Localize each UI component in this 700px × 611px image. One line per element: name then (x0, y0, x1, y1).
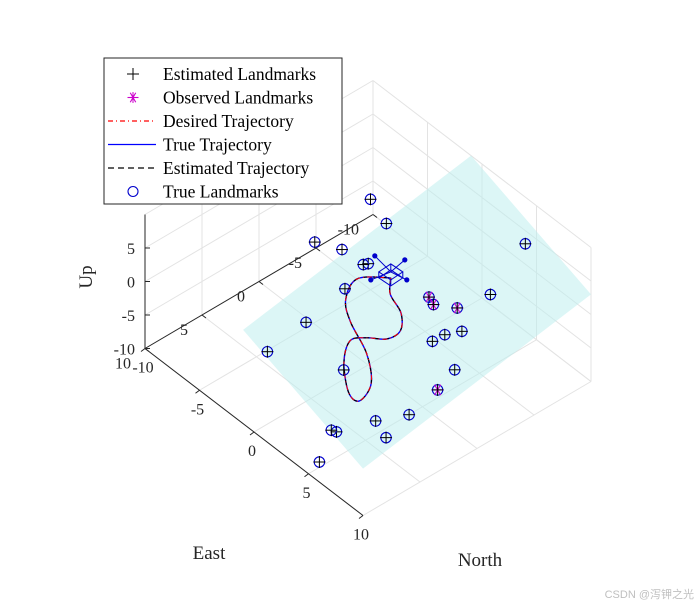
north-tick (195, 389, 200, 394)
gridline (362, 381, 592, 516)
east-tick-label: 10 (115, 356, 131, 373)
quadrotor-rotor (404, 277, 410, 283)
landmark (336, 243, 348, 256)
east-axis-label: East (193, 543, 226, 564)
legend-label: Observed Landmarks (163, 88, 313, 108)
east-tick-label: -5 (289, 255, 302, 272)
landmark (438, 328, 451, 341)
legend-symbol (127, 92, 139, 103)
landmark (484, 288, 497, 301)
east-tick (372, 214, 378, 218)
landmark (403, 408, 416, 421)
north-tick-label: 5 (303, 485, 311, 502)
legend-symbol (127, 68, 139, 80)
plane-surface (243, 155, 591, 469)
landmark (357, 258, 370, 271)
up-tick-label: 5 (127, 241, 135, 258)
legend-symbol (127, 185, 139, 198)
east-tick (201, 314, 207, 319)
landmark (455, 325, 468, 338)
quadrotor-rotor (372, 253, 378, 259)
desired-trajectory (343, 276, 403, 402)
landmark (308, 236, 321, 249)
quadrotor-rotor (368, 277, 374, 283)
landmark (325, 424, 338, 437)
landmark-layer (261, 193, 532, 468)
north-tick (249, 431, 255, 436)
north-tick (140, 348, 146, 352)
legend: Estimated Landmarks Observed Landmarks Des… (103, 57, 343, 205)
watermark: CSDN @泻钾之光 (604, 589, 694, 601)
landmark (451, 301, 464, 314)
trajectory-layer (343, 276, 403, 402)
east-tick-label: 0 (237, 289, 245, 306)
north-tick-label: 0 (248, 443, 256, 460)
legend-label: True Trajectory (163, 135, 272, 155)
up-tick-label: -10 (114, 342, 135, 359)
landmark (300, 316, 313, 329)
landmark (338, 282, 351, 295)
north-tick-label: 10 (353, 527, 369, 544)
east-tick-label: 5 (180, 322, 188, 339)
north-tick-label: -5 (191, 401, 204, 418)
legend-circle (127, 185, 139, 198)
east-tick (315, 247, 321, 252)
east-tick-label: -10 (338, 222, 359, 239)
landmark (448, 363, 461, 376)
landmark (519, 237, 532, 250)
landmark (380, 217, 393, 230)
quadrotor (368, 253, 410, 287)
north-tick-label: -10 (132, 360, 153, 377)
quadrotor-arm (370, 271, 391, 281)
quadrotor-arm (390, 271, 408, 281)
landmark (427, 298, 440, 311)
east-tick (258, 281, 264, 285)
quadrotor-rotor (402, 257, 408, 263)
landmark (380, 431, 393, 444)
legend-box (103, 57, 343, 205)
plane-layer (243, 155, 591, 469)
quadrotor-arm (390, 259, 406, 273)
landmark (369, 414, 382, 427)
up-tick-label: -5 (122, 308, 135, 325)
quadrotor-layer (368, 253, 410, 287)
legend-label: Desired Trajectory (163, 111, 294, 131)
quadrotor-arm (374, 255, 392, 273)
landmark (431, 383, 444, 396)
north-tick (304, 473, 309, 478)
up-tick-label: 0 (127, 275, 135, 292)
landmark (337, 363, 350, 376)
landmark (426, 335, 439, 348)
up-axis-label: Up (76, 265, 97, 288)
north-axis-label: North (458, 550, 503, 571)
legend-label: Estimated Landmarks (163, 64, 316, 84)
legend-label: True Landmarks (163, 182, 279, 202)
landmark (364, 193, 377, 206)
gridline (372, 80, 592, 248)
legend-label: Estimated Trajectory (163, 158, 310, 178)
landmark (313, 456, 326, 468)
landmark (261, 345, 274, 358)
north-tick (358, 515, 364, 519)
